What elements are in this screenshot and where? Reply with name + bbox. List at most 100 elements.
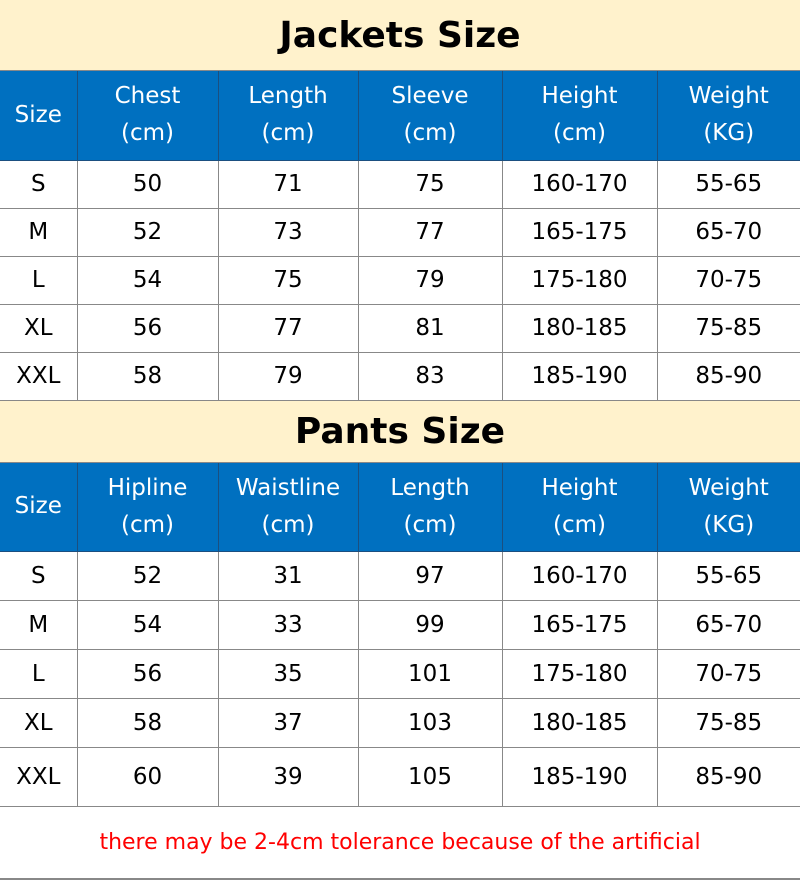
value-cell: 79 — [218, 352, 358, 400]
size-cell: XXL — [0, 352, 77, 400]
value-cell: 75 — [218, 256, 358, 304]
value-cell: 75-85 — [657, 304, 800, 352]
header-text: (cm) — [359, 507, 502, 544]
header-text: Weight — [658, 470, 800, 507]
jackets-title: Jackets Size — [0, 0, 800, 71]
value-cell: 85-90 — [657, 352, 800, 400]
column-header: Height(cm) — [502, 463, 657, 552]
value-cell: 103 — [358, 699, 502, 748]
value-cell: 56 — [77, 304, 218, 352]
value-cell: 75 — [358, 160, 502, 208]
column-header: Weight(KG) — [657, 71, 800, 160]
value-cell: 54 — [77, 256, 218, 304]
column-header: Size — [0, 463, 77, 552]
header-text: Height — [503, 78, 657, 115]
value-cell: 165-175 — [502, 208, 657, 256]
value-cell: 65-70 — [657, 601, 800, 650]
column-header: Height(cm) — [502, 71, 657, 160]
value-cell: 31 — [218, 552, 358, 601]
value-cell: 185-190 — [502, 748, 657, 807]
value-cell: 56 — [77, 650, 218, 699]
value-cell: 75-85 — [657, 699, 800, 748]
value-cell: 185-190 — [502, 352, 657, 400]
value-cell: 83 — [358, 352, 502, 400]
header-text: Weight — [658, 78, 800, 115]
value-cell: 160-170 — [502, 160, 657, 208]
value-cell: 160-170 — [502, 552, 657, 601]
header-text: (KG) — [658, 507, 800, 544]
value-cell: 99 — [358, 601, 502, 650]
value-cell: 85-90 — [657, 748, 800, 807]
size-cell: XXL — [0, 748, 77, 807]
header-text: (cm) — [219, 115, 358, 152]
value-cell: 33 — [218, 601, 358, 650]
value-cell: 101 — [358, 650, 502, 699]
value-cell: 105 — [358, 748, 502, 807]
column-header: Sleeve(cm) — [358, 71, 502, 160]
value-cell: 37 — [218, 699, 358, 748]
header-text: (KG) — [658, 115, 800, 152]
header-text: (cm) — [78, 115, 218, 152]
header-text: Chest — [78, 78, 218, 115]
value-cell: 35 — [218, 650, 358, 699]
value-cell: 71 — [218, 160, 358, 208]
size-cell: S — [0, 552, 77, 601]
size-cell: M — [0, 208, 77, 256]
value-cell: 77 — [218, 304, 358, 352]
value-cell: 97 — [358, 552, 502, 601]
value-cell: 73 — [218, 208, 358, 256]
column-header: Size — [0, 71, 77, 160]
header-text: Size — [0, 97, 77, 134]
size-cell: L — [0, 256, 77, 304]
value-cell: 54 — [77, 601, 218, 650]
value-cell: 77 — [358, 208, 502, 256]
value-cell: 52 — [77, 552, 218, 601]
value-cell: 58 — [77, 352, 218, 400]
header-text: (cm) — [219, 507, 358, 544]
size-cell: XL — [0, 699, 77, 748]
value-cell: 165-175 — [502, 601, 657, 650]
column-header: Waistline(cm) — [218, 463, 358, 552]
header-text: (cm) — [78, 507, 218, 544]
size-cell: XL — [0, 304, 77, 352]
value-cell: 70-75 — [657, 650, 800, 699]
header-text: (cm) — [503, 507, 657, 544]
value-cell: 52 — [77, 208, 218, 256]
value-cell: 175-180 — [502, 650, 657, 699]
header-text: Sleeve — [359, 78, 502, 115]
header-text: Length — [359, 470, 502, 507]
header-text: Hipline — [78, 470, 218, 507]
size-cell: L — [0, 650, 77, 699]
column-header: Weight(KG) — [657, 463, 800, 552]
header-text: Length — [219, 78, 358, 115]
header-text: (cm) — [359, 115, 502, 152]
value-cell: 79 — [358, 256, 502, 304]
column-header: Chest(cm) — [77, 71, 218, 160]
value-cell: 58 — [77, 699, 218, 748]
value-cell: 39 — [218, 748, 358, 807]
value-cell: 70-75 — [657, 256, 800, 304]
value-cell: 55-65 — [657, 552, 800, 601]
value-cell: 60 — [77, 748, 218, 807]
column-header: Hipline(cm) — [77, 463, 218, 552]
size-cell: S — [0, 160, 77, 208]
tolerance-note: there may be 2-4cm tolerance because of … — [0, 807, 800, 880]
value-cell: 81 — [358, 304, 502, 352]
header-text: Size — [0, 488, 77, 525]
column-header: Length(cm) — [218, 71, 358, 160]
value-cell: 180-185 — [502, 304, 657, 352]
value-cell: 50 — [77, 160, 218, 208]
